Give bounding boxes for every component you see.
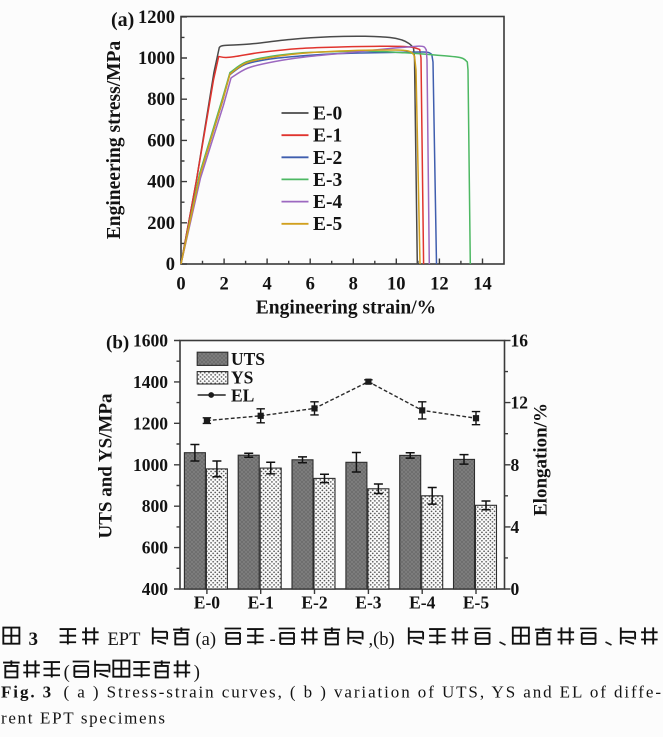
- svg-text:Engineering strain/%: Engineering strain/%: [256, 298, 436, 319]
- svg-text:16: 16: [511, 331, 529, 351]
- svg-text:1200: 1200: [133, 413, 168, 433]
- svg-text:,(b): ,(b): [369, 630, 395, 650]
- svg-text:Elongation/%: Elongation/%: [531, 403, 552, 516]
- svg-text:): ): [194, 663, 200, 683]
- svg-text:E-5: E-5: [313, 214, 343, 235]
- svg-text:6: 6: [306, 275, 315, 295]
- svg-text:12: 12: [511, 393, 529, 413]
- svg-text:0: 0: [176, 275, 185, 295]
- svg-text:800: 800: [147, 90, 175, 110]
- svg-text:Engineering stress/MPa: Engineering stress/MPa: [104, 41, 125, 240]
- svg-text:14: 14: [473, 275, 492, 295]
- svg-text:3: 3: [29, 629, 39, 650]
- svg-text:(a): (a): [111, 9, 134, 31]
- svg-text:E-3: E-3: [355, 593, 382, 613]
- svg-text:-: -: [270, 630, 276, 650]
- svg-text:400: 400: [142, 579, 169, 599]
- svg-text:0: 0: [511, 579, 520, 599]
- svg-text:(: (: [64, 663, 70, 683]
- svg-text:E-4: E-4: [409, 593, 436, 613]
- svg-text:(a): (a): [196, 630, 217, 650]
- svg-text:UTS: UTS: [231, 349, 265, 369]
- svg-text:4: 4: [511, 517, 520, 537]
- svg-text:EL: EL: [231, 386, 254, 406]
- svg-text:E-1: E-1: [248, 593, 274, 613]
- svg-text:UTS and YS/MPa: UTS and YS/MPa: [96, 393, 117, 538]
- svg-text:1600: 1600: [133, 331, 168, 351]
- svg-text:1400: 1400: [133, 372, 168, 392]
- svg-text:600: 600: [142, 538, 169, 558]
- svg-text:10: 10: [387, 275, 406, 295]
- svg-text:8: 8: [511, 455, 520, 475]
- svg-text:1000: 1000: [138, 49, 175, 69]
- svg-text:2: 2: [219, 275, 228, 295]
- svg-text:0: 0: [166, 255, 175, 275]
- svg-text:12: 12: [430, 275, 449, 295]
- svg-text:(b): (b): [106, 333, 129, 354]
- svg-text:Fig. 3 ( a ) Stress-strain cu: Fig. 3 ( a ) Stress-strain curves, ( b )…: [1, 683, 661, 702]
- svg-text:E-5: E-5: [463, 593, 490, 613]
- svg-text:EPT: EPT: [108, 630, 141, 650]
- svg-text:E-3: E-3: [313, 170, 343, 191]
- svg-text:8: 8: [349, 275, 358, 295]
- svg-text:E-0: E-0: [194, 593, 221, 613]
- svg-text:1000: 1000: [133, 455, 168, 475]
- svg-text:E-1: E-1: [313, 126, 342, 147]
- svg-text:rent EPT specimens: rent EPT specimens: [1, 709, 165, 728]
- svg-text:E-2: E-2: [313, 148, 342, 169]
- svg-text:E-0: E-0: [313, 104, 342, 125]
- svg-text:4: 4: [262, 275, 271, 295]
- svg-text:800: 800: [142, 496, 169, 516]
- svg-text:E-4: E-4: [313, 192, 343, 213]
- svg-text:400: 400: [147, 173, 175, 193]
- svg-text:200: 200: [147, 214, 175, 234]
- svg-text:YS: YS: [231, 368, 253, 388]
- svg-text:600: 600: [147, 131, 175, 151]
- svg-text:E-2: E-2: [301, 593, 327, 613]
- svg-text:1200: 1200: [138, 8, 175, 28]
